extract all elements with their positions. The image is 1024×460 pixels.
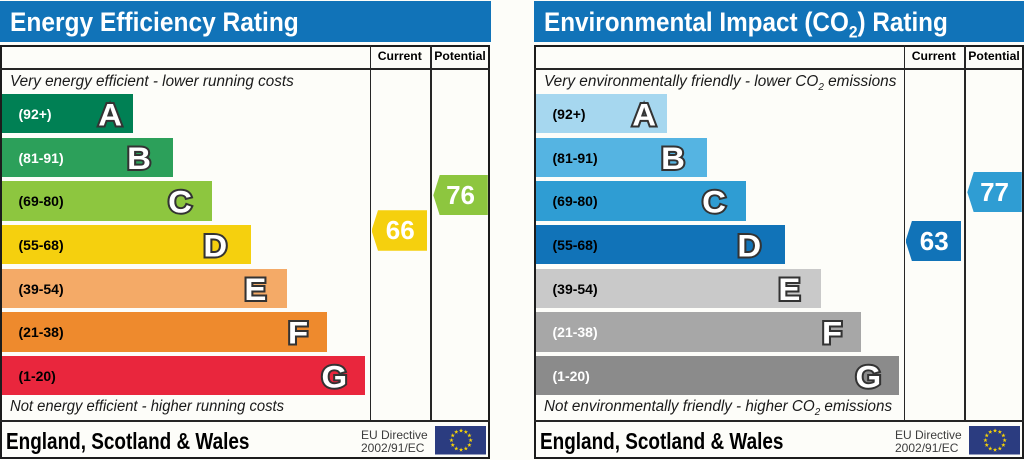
svg-text:E: E <box>778 272 800 307</box>
svg-text:G: G <box>855 359 881 394</box>
svg-text:B: B <box>661 141 685 176</box>
svg-text:D: D <box>203 228 227 263</box>
svg-text:C: C <box>168 185 192 220</box>
svg-text:F: F <box>288 315 308 350</box>
svg-text:B: B <box>127 141 151 176</box>
svg-text:A: A <box>632 97 656 132</box>
svg-text:E: E <box>244 272 266 307</box>
svg-text:A: A <box>98 97 122 132</box>
svg-text:G: G <box>321 359 347 394</box>
svg-text:C: C <box>702 185 726 220</box>
svg-text:F: F <box>822 315 842 350</box>
svg-text:D: D <box>737 228 761 263</box>
